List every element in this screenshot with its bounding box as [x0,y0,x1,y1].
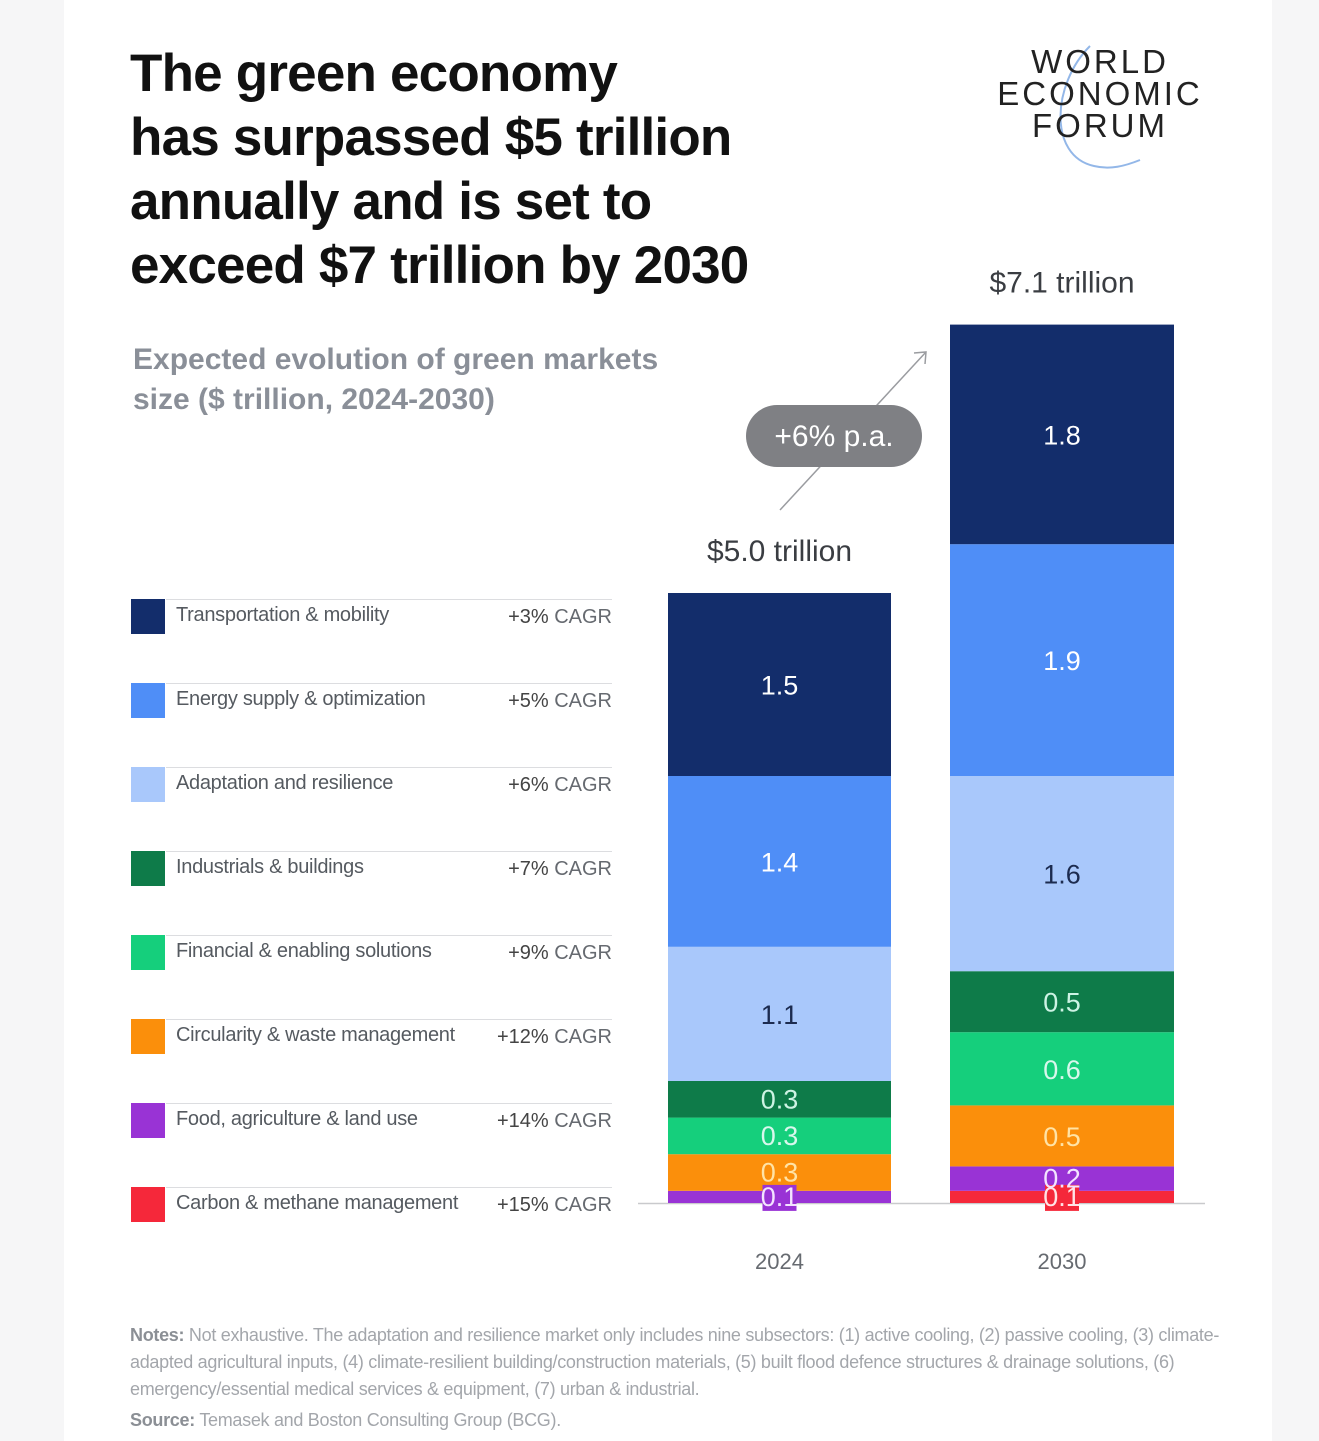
legend-cagr: +14% CAGR [496,1110,612,1132]
legend-divider [166,683,612,684]
label-chip [1045,1184,1079,1211]
bar-segment-2024-industrials [668,1081,891,1118]
legend-cagr: +7% CAGR [508,858,612,880]
legend-swatch [131,1019,165,1054]
page-title: The green economy has surpassed $5 trill… [130,42,850,298]
legend-label: Adaptation and resilience [176,772,394,794]
notes-paragraph: Notes: Not exhaustive. The adaptation an… [130,1322,1220,1403]
notes-text: Not exhaustive. The adaptation and resil… [130,1325,1220,1399]
source-label: Source: [130,1410,195,1430]
legend-swatch [131,683,165,718]
legend-label: Transportation & mobility [176,604,389,626]
legend-item-food: Food, agriculture & land use +14% CAGR [130,1103,612,1187]
legend-label: Financial & enabling solutions [176,940,432,962]
logo-arc-icon [1059,45,1141,169]
bar-segment-2030-adaptation [950,776,1174,972]
legend-cagr: +12% CAGR [496,1026,612,1048]
data-label-2024-adaptation: 1.1 [761,1000,799,1030]
legend-swatch [131,851,165,886]
legend-divider [166,1103,612,1104]
legend-item-energy: Energy supply & optimization +5% CAGR [130,683,612,767]
source-line: Source: Temasek and Boston Consulting Gr… [130,1407,1220,1434]
legend-cagr: +9% CAGR [508,942,612,964]
logo-text-forum: FORUM [1032,107,1168,144]
legend-item-financial: Financial & enabling solutions +9% CAGR [130,935,612,1019]
legend-cagr: +6% CAGR [508,774,612,796]
data-label-2024-industrials: 0.3 [761,1084,799,1114]
legend-divider [166,767,612,768]
label-chip [762,1184,797,1211]
bar-segment-2030-industrials [950,971,1174,1033]
data-label-2030-industrials: 0.5 [1043,988,1081,1018]
legend-swatch [131,599,165,634]
bar-segment-2030-transport [950,324,1174,545]
data-label-2024-circularity: 0.3 [761,1158,799,1188]
total-label-2030: $7.1 trillion [989,267,1134,300]
legend-item-carbon: Carbon & methane management +15% CAGR [130,1187,612,1271]
legend-label: Circularity & waste management [176,1024,455,1046]
legend-item-transport: Transportation & mobility +3% CAGR [130,599,612,683]
data-label-2030-food: 0.2 [1043,1164,1081,1194]
legend: Transportation & mobility +3% CAGR Energy … [130,599,612,1271]
legend-swatch [131,767,165,802]
chart-subtitle: Expected evolution of green markets size… [133,340,753,420]
logo-text-world: WORLD [1031,43,1169,80]
legend-swatch [131,935,165,970]
subtitle-line: size ($ trillion, 2024-2030) [133,383,495,416]
legend-cagr: +3% CAGR [508,606,612,628]
growth-rate-label: +6% p.a. [774,420,893,453]
data-label-2024-financial: 0.3 [761,1121,799,1151]
bar-segment-2024-financial [668,1117,891,1155]
footnotes: Notes: Not exhaustive. The adaptation an… [130,1322,1220,1434]
data-label-2030-transport: 1.8 [1043,420,1081,450]
data-label-2030-adaptation: 1.6 [1043,860,1081,890]
subtitle-line: Expected evolution of green markets [133,343,659,376]
bar-segment-2024-circularity [668,1154,891,1191]
legend-swatch [131,1187,165,1222]
data-label-2030-carbon: 0.1 [1043,1182,1081,1212]
legend-item-adaptation: Adaptation and resilience +6% CAGR [130,767,612,851]
title-line: annually and is set to [130,172,652,231]
legend-item-circularity: Circularity & waste management +12% CAGR [130,1019,612,1103]
x-tick-label-2024: 2024 [755,1249,804,1274]
legend-divider [166,599,612,600]
bar-segment-2024-adaptation [668,946,891,1081]
legend-label: Carbon & methane management [176,1192,459,1214]
title-line: The green economy [130,44,618,103]
data-label-2030-financial: 0.6 [1043,1055,1081,1085]
data-label-2030-circularity: 0.5 [1043,1122,1081,1152]
data-label-2024-food: 0.1 [761,1182,799,1212]
growth-pill [746,405,922,467]
bar-segment-2024-transport [668,593,891,776]
data-label-2024-transport: 1.5 [761,671,799,701]
legend-cagr: +15% CAGR [496,1194,612,1216]
logo-text-economic: ECONOMIC [997,75,1203,112]
legend-divider [166,1019,612,1020]
arrow-head-icon [913,351,927,365]
wef-logo: WORLD ECONOMIC FORUM [990,44,1210,184]
title-line: has surpassed $5 trillion [130,108,732,167]
total-label-2024: $5.0 trillion [707,535,852,568]
notes-label: Notes: [130,1325,185,1345]
bar-segment-2024-energy [668,776,891,947]
bar-segment-2030-financial [950,1032,1174,1106]
legend-label: Energy supply & optimization [176,688,426,710]
legend-label: Industrials & buildings [176,856,364,878]
data-label-2024-energy: 1.4 [761,847,799,877]
legend-item-industrials: Industrials & buildings +7% CAGR [130,851,612,935]
title-line: exceed $7 trillion by 2030 [130,236,749,295]
legend-swatch [131,1103,165,1138]
data-label-2030-energy: 1.9 [1043,646,1081,676]
bar-segment-2030-circularity [950,1105,1174,1167]
legend-divider [166,935,612,936]
bar-segment-2030-energy [950,544,1174,776]
legend-divider [166,1187,612,1188]
legend-cagr: +5% CAGR [508,690,612,712]
legend-divider [166,851,612,852]
x-tick-label-2030: 2030 [1038,1249,1087,1274]
legend-label: Food, agriculture & land use [176,1108,418,1130]
source-text: Temasek and Boston Consulting Group (BCG… [199,1410,561,1430]
